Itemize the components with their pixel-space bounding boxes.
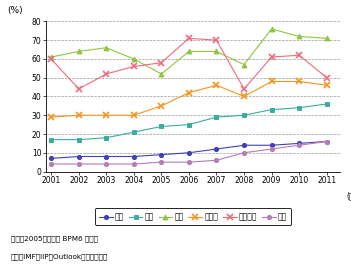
韓国	[187, 161, 191, 164]
Text: 資料：IMF（IIP、Outlook）から作成。: 資料：IMF（IIP、Outlook）から作成。	[11, 253, 108, 260]
日本	[242, 144, 246, 147]
フランス	[159, 61, 164, 64]
英国	[132, 57, 136, 61]
英国	[270, 27, 274, 31]
Text: (年): (年)	[346, 191, 351, 200]
Line: 日本: 日本	[49, 139, 329, 161]
Legend: 日本, 米国, 英国, ドイツ, フランス, 韓国: 日本, 米国, 英国, ドイツ, フランス, 韓国	[95, 208, 291, 225]
韓国	[214, 159, 219, 162]
英国	[49, 55, 53, 59]
韓国	[270, 147, 274, 151]
フランス	[214, 39, 219, 42]
フランス	[49, 57, 53, 61]
米国	[49, 138, 53, 141]
Line: フランス: フランス	[48, 36, 330, 92]
米国	[325, 102, 329, 106]
米国	[77, 138, 81, 141]
韓国	[297, 144, 301, 147]
ドイツ	[270, 80, 274, 83]
米国	[159, 125, 164, 128]
日本	[297, 142, 301, 145]
米国	[297, 106, 301, 109]
韓国	[104, 162, 108, 166]
米国	[187, 123, 191, 126]
韓国	[132, 162, 136, 166]
英国	[242, 63, 246, 66]
米国	[132, 131, 136, 134]
韓国	[325, 140, 329, 143]
英国	[214, 50, 219, 53]
フランス	[325, 76, 329, 79]
Line: 米国: 米国	[49, 102, 329, 142]
英国	[159, 72, 164, 76]
Line: ドイツ: ドイツ	[48, 79, 330, 120]
Line: 韓国: 韓国	[49, 139, 329, 166]
米国	[104, 136, 108, 139]
日本	[187, 151, 191, 154]
韓国	[77, 162, 81, 166]
Text: (%): (%)	[7, 6, 23, 16]
日本	[159, 153, 164, 156]
ドイツ	[49, 116, 53, 119]
米国	[270, 108, 274, 111]
フランス	[132, 65, 136, 68]
英国	[187, 50, 191, 53]
日本	[77, 155, 81, 158]
ドイツ	[77, 114, 81, 117]
Line: 英国: 英国	[49, 27, 329, 76]
韓国	[159, 161, 164, 164]
英国	[104, 46, 108, 49]
ドイツ	[214, 84, 219, 87]
日本	[104, 155, 108, 158]
ドイツ	[242, 95, 246, 98]
日本	[214, 147, 219, 151]
フランス	[77, 87, 81, 91]
フランス	[242, 87, 246, 91]
ドイツ	[159, 104, 164, 107]
韓国	[242, 151, 246, 154]
日本	[132, 155, 136, 158]
フランス	[297, 54, 301, 57]
英国	[77, 50, 81, 53]
フランス	[187, 37, 191, 40]
日本	[325, 140, 329, 143]
ドイツ	[132, 114, 136, 117]
米国	[214, 116, 219, 119]
ドイツ	[187, 91, 191, 94]
ドイツ	[325, 84, 329, 87]
フランス	[104, 72, 108, 76]
韓国	[49, 162, 53, 166]
Text: 備考：2005年以降は BPM6 基準。: 備考：2005年以降は BPM6 基準。	[11, 236, 98, 243]
米国	[242, 114, 246, 117]
日本	[270, 144, 274, 147]
英国	[297, 35, 301, 38]
ドイツ	[104, 114, 108, 117]
英国	[325, 37, 329, 40]
フランス	[270, 55, 274, 59]
ドイツ	[297, 80, 301, 83]
日本	[49, 157, 53, 160]
